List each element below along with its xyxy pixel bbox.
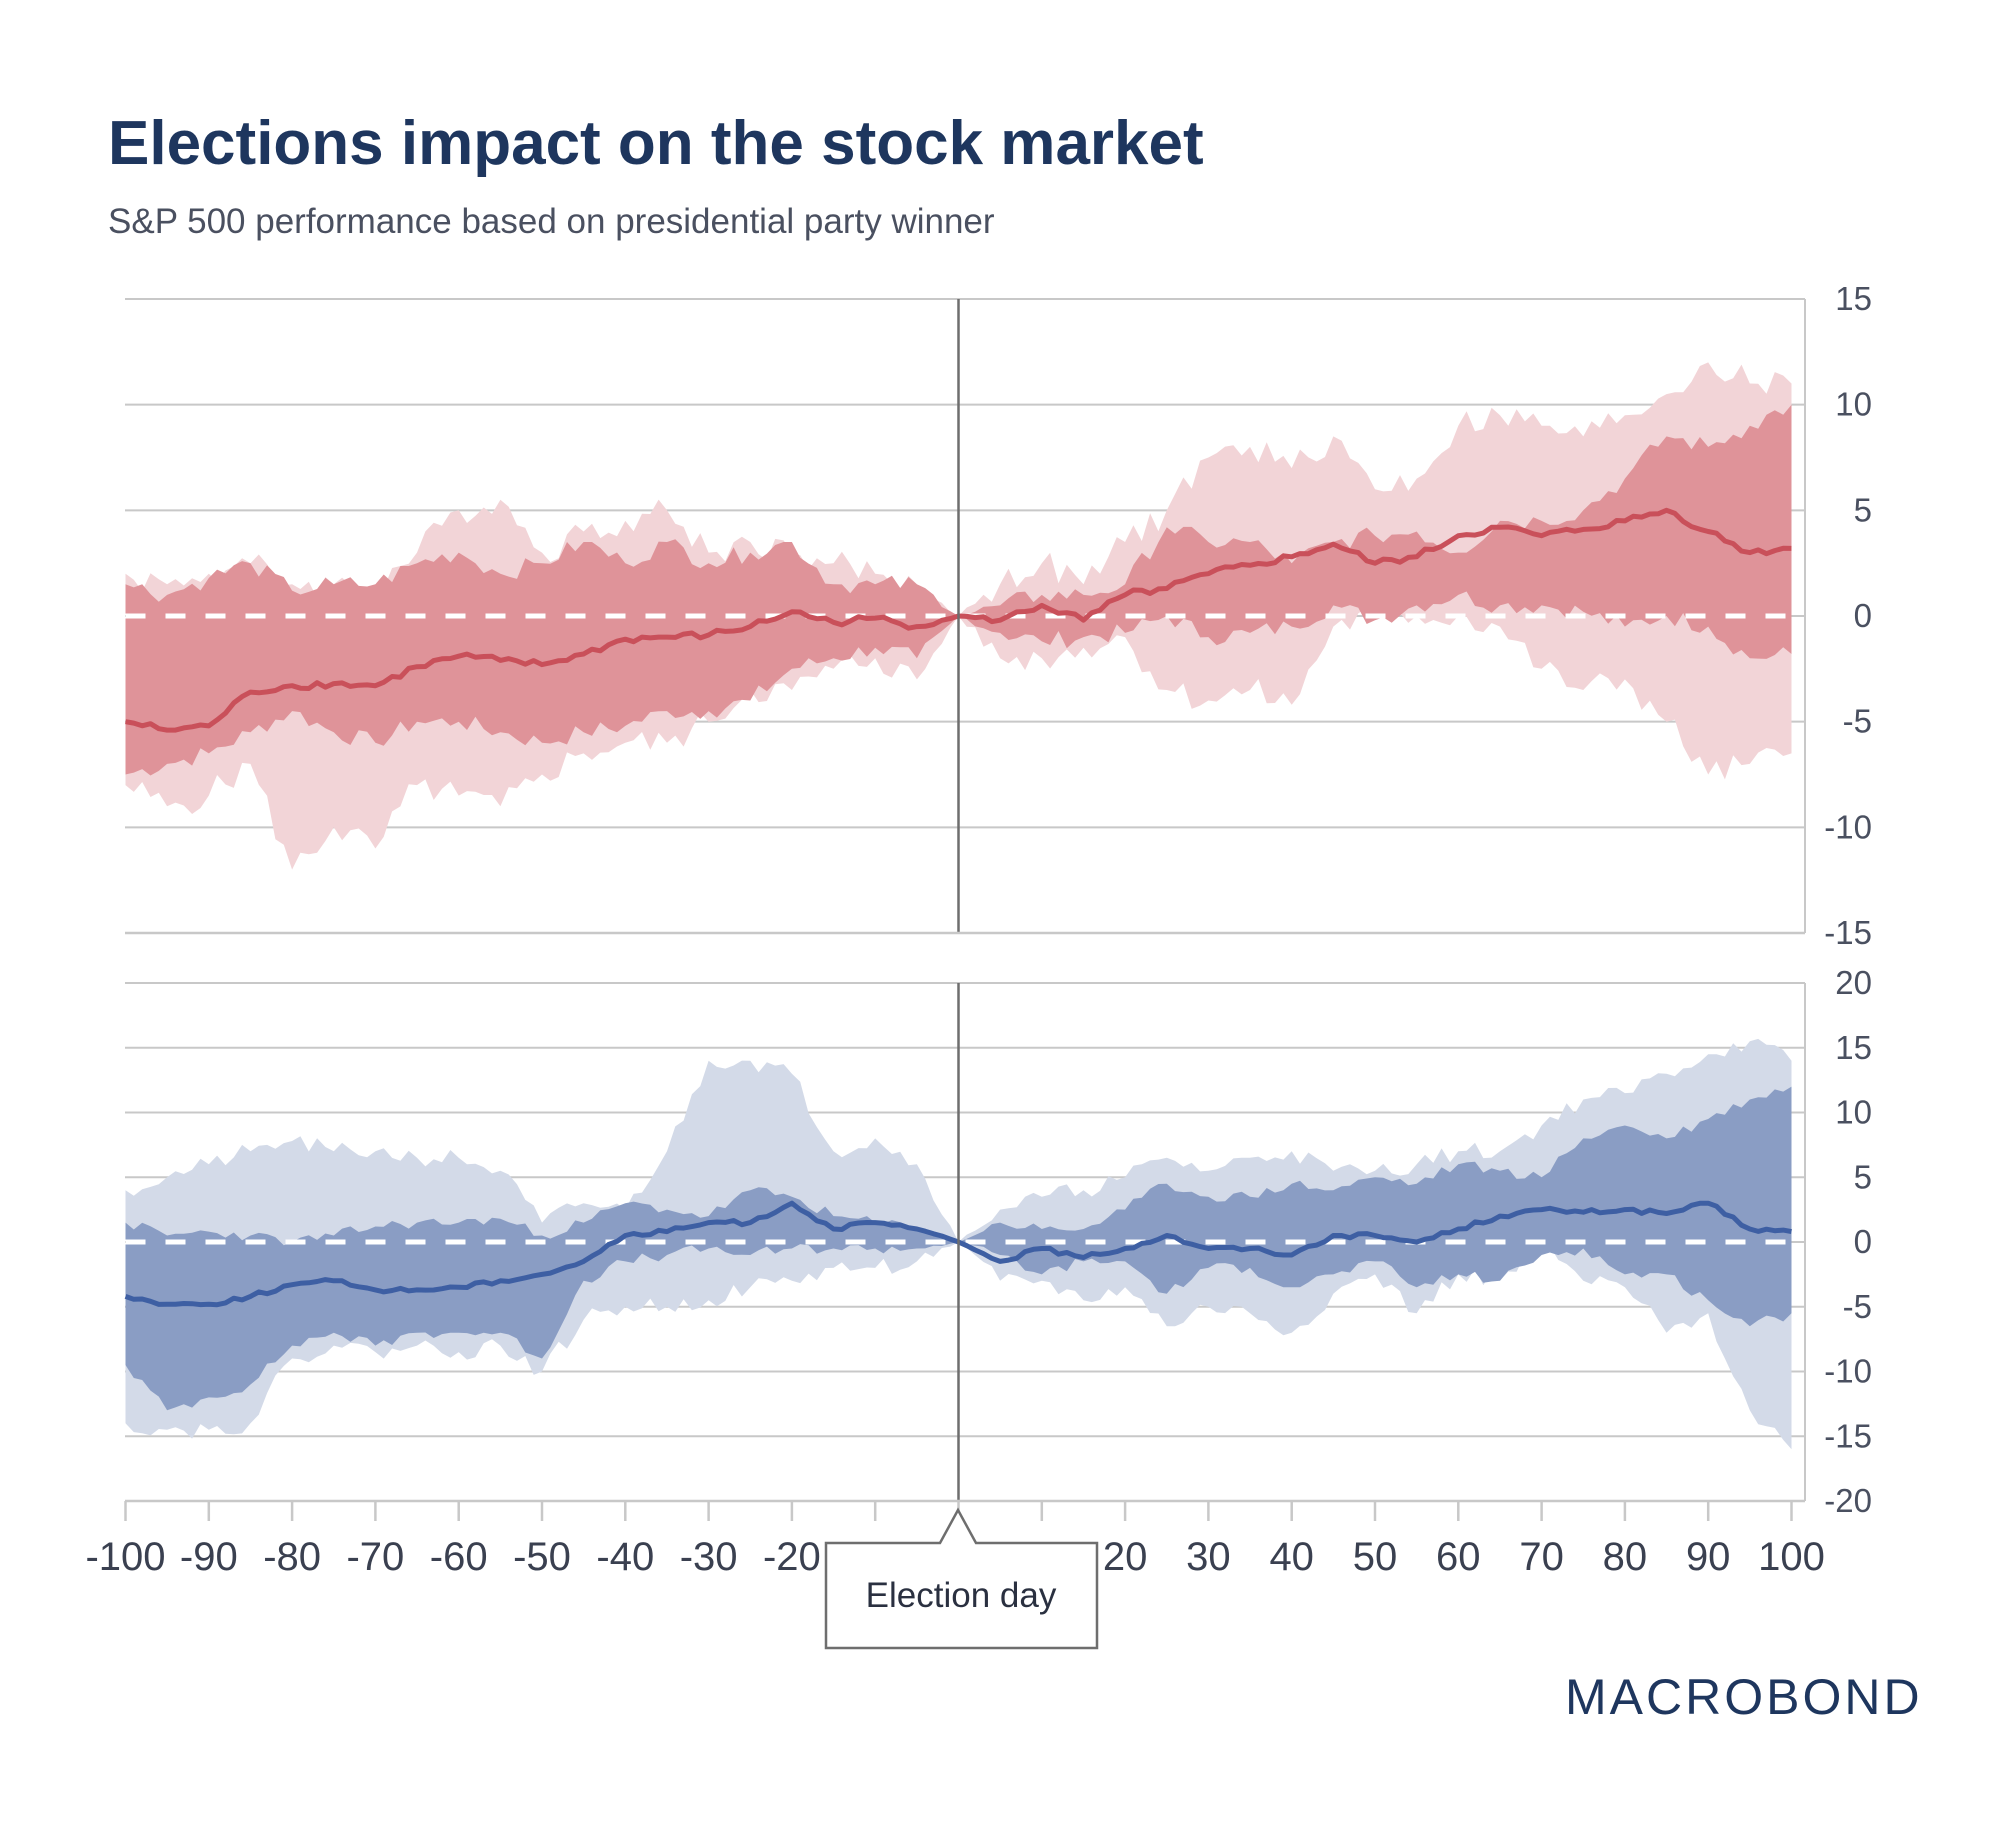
bottom-y-tick-label: 15 (1835, 1029, 1872, 1066)
top-y-tick-label: 5 (1854, 491, 1872, 528)
bottom-inner-band (125, 1086, 1792, 1411)
election-day-callout-box (824, 1507, 1099, 1650)
bottom-y-tick-label: 20 (1835, 964, 1872, 1001)
chart-subtitle: S&P 500 performance based on presidentia… (108, 202, 995, 241)
bottom-y-tick-label: 10 (1835, 1094, 1872, 1131)
x-tick-label: -100 (85, 1535, 165, 1579)
election-day-label: Election day (866, 1576, 1057, 1615)
x-tick-label: 70 (1519, 1535, 1564, 1579)
bottom-y-tick-label: -20 (1824, 1482, 1872, 1519)
x-tick-label: -80 (263, 1535, 321, 1579)
x-tick-label: 60 (1436, 1535, 1481, 1579)
x-tick-label: -30 (680, 1535, 738, 1579)
x-tick-label: 90 (1686, 1535, 1731, 1579)
x-tick-label: -50 (513, 1535, 571, 1579)
top-y-tick-label: 0 (1854, 597, 1872, 634)
bottom-y-tick-label: 5 (1854, 1158, 1872, 1195)
election-day-callout: Election day (824, 1507, 1099, 1650)
top-y-tick-label: -10 (1824, 808, 1872, 845)
chart-title: Elections impact on the stock market (108, 109, 1204, 178)
top-y-tick-label: -15 (1824, 914, 1872, 951)
x-tick-label: -70 (346, 1535, 404, 1579)
x-tick-label: 20 (1103, 1535, 1148, 1579)
top-y-tick-label: 10 (1835, 386, 1872, 423)
x-tick-label: 40 (1269, 1535, 1314, 1579)
x-tick-label: -20 (763, 1535, 821, 1579)
x-tick-label: -90 (180, 1535, 238, 1579)
bottom-y-tick-label: -10 (1824, 1353, 1872, 1390)
x-tick-label: -40 (596, 1535, 654, 1579)
x-tick-label: 30 (1186, 1535, 1231, 1579)
x-tick-label: 80 (1603, 1535, 1648, 1579)
top-panel: -15 -10 -5 0 5 10 15 (125, 280, 1872, 951)
x-tick-label: -60 (430, 1535, 488, 1579)
top-y-tick-label: 15 (1835, 280, 1872, 317)
top-y-tick-label: -5 (1843, 703, 1872, 740)
bottom-y-tick-label: -5 (1843, 1288, 1872, 1325)
bottom-y-tick-label: -15 (1824, 1417, 1872, 1454)
top-inner-band (125, 404, 1792, 776)
bottom-y-tick-label: 0 (1854, 1223, 1872, 1260)
macrobond-logo: MACROBOND (1565, 1669, 1923, 1725)
x-tick-label: 100 (1758, 1535, 1825, 1579)
x-tick-label: 50 (1353, 1535, 1398, 1579)
bottom-panel: -20 -15 -10 -5 0 5 10 15 20 (124, 964, 1872, 1519)
